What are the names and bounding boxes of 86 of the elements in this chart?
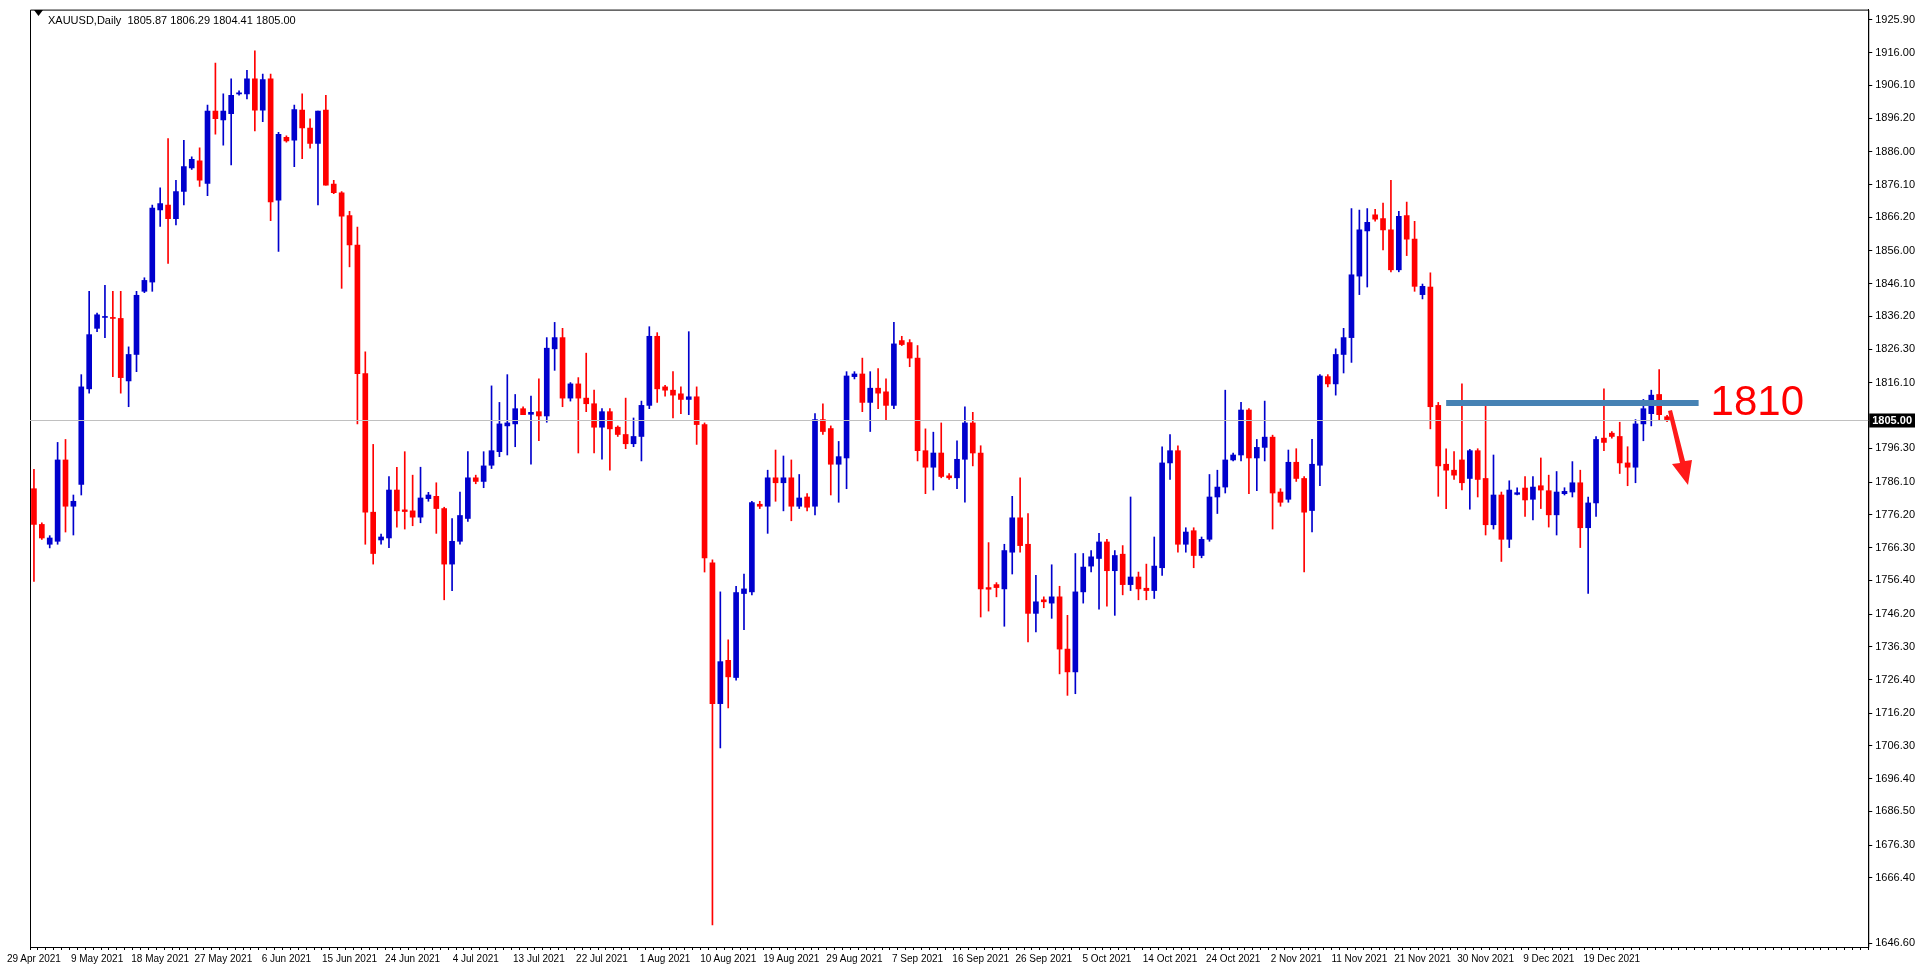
candlestick xyxy=(228,78,235,166)
candlestick xyxy=(102,285,108,338)
chart-title: XAUUSD,Daily 1805.87 1806.29 1804.41 1805.00 xyxy=(48,14,296,27)
y-tick-label: 1836.20 xyxy=(1875,309,1915,322)
annotation: 1810 xyxy=(1710,376,1805,424)
candlestick xyxy=(741,573,747,630)
y-tick-label: 1696.40 xyxy=(1875,771,1915,784)
x-tick-label: 26 Sep 2021 xyxy=(1015,952,1073,964)
x-tick-label: 30 Nov 2021 xyxy=(1457,952,1515,964)
x-tick-label: 10 Aug 2021 xyxy=(700,952,757,964)
x-tick-label: 19 Aug 2021 xyxy=(763,952,820,964)
y-tick-label: 1925.90 xyxy=(1875,12,1915,25)
x-tick-label: 15 Jun 2021 xyxy=(321,952,378,964)
ref-line-label: 1805.00 xyxy=(1872,413,1912,426)
x-tick-label: 29 Aug 2021 xyxy=(826,952,883,964)
candlestick xyxy=(401,451,408,530)
x-tick-label: 29 Apr 2021 xyxy=(6,952,62,964)
candlestick xyxy=(165,138,171,264)
x-tick-label: 27 May 2021 xyxy=(194,952,253,964)
x-tick-label: 11 Nov 2021 xyxy=(1331,952,1388,964)
candlestick xyxy=(1253,439,1260,492)
y-tick-label: 1826.30 xyxy=(1875,342,1915,355)
x-tick-label: 13 Jul 2021 xyxy=(513,952,566,964)
y-tick-label: 1666.40 xyxy=(1875,870,1915,883)
x-tick-label: 14 Oct 2021 xyxy=(1142,952,1198,964)
x-tick-label: 9 May 2021 xyxy=(70,952,124,964)
y-tick-label: 1716.20 xyxy=(1875,706,1915,719)
y-tick-label: 1886.00 xyxy=(1875,144,1915,157)
candlestick xyxy=(528,395,534,465)
candlestick xyxy=(1111,550,1118,616)
y-tick-label: 1786.10 xyxy=(1875,475,1915,488)
x-tick-label: 1 Aug 2021 xyxy=(639,952,691,964)
x-tick-label: 6 Jun 2021 xyxy=(261,952,312,964)
candlestick xyxy=(867,371,874,432)
candlestick xyxy=(110,290,116,377)
y-tick-label: 1746.20 xyxy=(1875,607,1915,620)
candlestick xyxy=(1033,575,1039,633)
candlestick xyxy=(583,352,590,412)
y-tick-label: 1676.30 xyxy=(1875,838,1915,851)
candlestick xyxy=(536,378,542,442)
candlestick xyxy=(1261,400,1268,462)
candlestick xyxy=(157,187,164,227)
candlestick xyxy=(1451,451,1457,480)
candlestick xyxy=(1443,448,1449,509)
candlestick xyxy=(725,639,732,709)
y-tick-label: 1706.30 xyxy=(1875,738,1915,751)
candlestick xyxy=(1601,388,1607,452)
x-tick-label: 16 Sep 2021 xyxy=(952,952,1010,964)
y-tick-label: 1856.00 xyxy=(1875,244,1915,257)
candlestick xyxy=(670,371,676,419)
y-tick-label: 1866.20 xyxy=(1875,210,1915,223)
y-tick-label: 1816.10 xyxy=(1875,375,1915,388)
y-tick-label: 1686.50 xyxy=(1875,804,1915,817)
candlestick xyxy=(1096,533,1102,610)
candlestick xyxy=(1538,457,1544,509)
y-tick-label: 1776.20 xyxy=(1875,507,1915,520)
x-tick-label: 24 Oct 2021 xyxy=(1205,952,1261,964)
candlestick xyxy=(796,474,803,509)
candlestick xyxy=(220,93,227,146)
candlestick xyxy=(575,377,582,454)
y-tick-label: 1896.20 xyxy=(1875,111,1915,124)
y-tick-label: 1906.10 xyxy=(1875,78,1915,91)
y-tick-label: 1756.40 xyxy=(1875,573,1915,586)
candlestick xyxy=(1048,564,1055,619)
y-tick-label: 1876.10 xyxy=(1875,177,1915,190)
candlestick xyxy=(875,368,881,410)
candlestick xyxy=(1364,208,1371,288)
x-tick-label: 24 Jun 2021 xyxy=(385,952,441,964)
x-tick-label: 21 Nov 2021 xyxy=(1394,952,1452,964)
x-tick-label: 7 Sep 2021 xyxy=(891,952,944,964)
candlestick xyxy=(433,482,440,534)
x-tick-label: 19 Dec 2021 xyxy=(1583,952,1641,964)
x-tick-label: 4 Jul 2021 xyxy=(452,952,500,964)
y-tick-label: 1916.00 xyxy=(1875,45,1915,58)
y-tick-label: 1646.60 xyxy=(1875,936,1915,949)
y-tick-label: 1726.40 xyxy=(1875,672,1915,685)
y-tick-label: 1846.10 xyxy=(1875,276,1915,289)
x-tick-label: 5 Oct 2021 xyxy=(1082,952,1132,964)
x-tick-label: 2 Nov 2021 xyxy=(1270,952,1323,964)
x-tick-label: 22 Jul 2021 xyxy=(576,952,629,964)
x-tick-label: 9 Dec 2021 xyxy=(1523,952,1575,964)
candlestick xyxy=(685,331,692,415)
y-tick-label: 1736.30 xyxy=(1875,639,1915,652)
x-tick-label: 18 May 2021 xyxy=(131,952,190,964)
y-tick-label: 1796.30 xyxy=(1875,441,1915,454)
y-tick-label: 1766.30 xyxy=(1875,540,1915,553)
